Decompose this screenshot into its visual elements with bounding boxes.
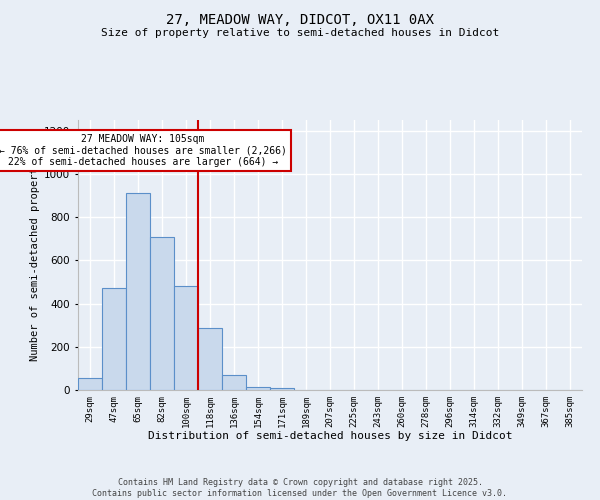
Bar — [126, 194, 150, 390]
Bar — [198, 328, 222, 390]
Bar — [174, 286, 198, 390]
X-axis label: Distribution of semi-detached houses by size in Didcot: Distribution of semi-detached houses by … — [148, 432, 512, 442]
Bar — [78, 378, 102, 390]
Y-axis label: Number of semi-detached properties: Number of semi-detached properties — [30, 149, 40, 361]
Text: 27, MEADOW WAY, DIDCOT, OX11 0AX: 27, MEADOW WAY, DIDCOT, OX11 0AX — [166, 12, 434, 26]
Bar — [270, 388, 294, 390]
Bar — [222, 375, 246, 390]
Text: Contains HM Land Registry data © Crown copyright and database right 2025.
Contai: Contains HM Land Registry data © Crown c… — [92, 478, 508, 498]
Text: 27 MEADOW WAY: 105sqm
← 76% of semi-detached houses are smaller (2,266)
22% of s: 27 MEADOW WAY: 105sqm ← 76% of semi-deta… — [0, 134, 287, 167]
Bar — [150, 236, 174, 390]
Text: Size of property relative to semi-detached houses in Didcot: Size of property relative to semi-detach… — [101, 28, 499, 38]
Bar — [102, 288, 126, 390]
Bar — [246, 387, 270, 390]
